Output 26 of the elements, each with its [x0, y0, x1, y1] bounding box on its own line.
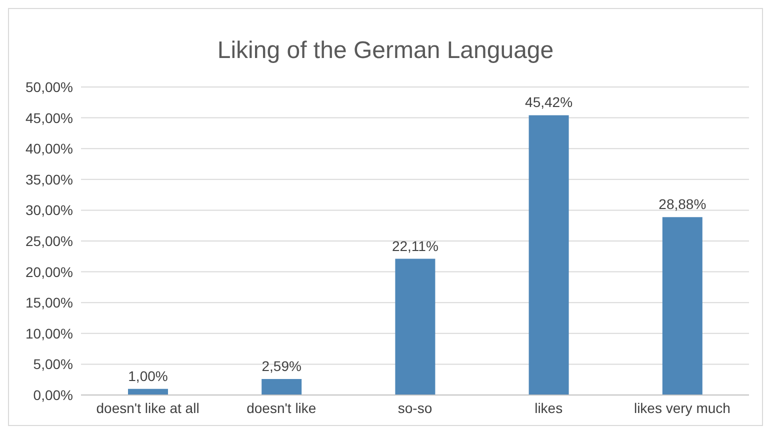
x-tick-label: doesn't like: [246, 400, 316, 416]
y-tick-label: 45,00%: [26, 110, 73, 126]
y-tick-label: 30,00%: [26, 202, 73, 218]
bar: [662, 217, 702, 395]
data-label: 22,11%: [392, 238, 438, 254]
y-tick-label: 20,00%: [26, 264, 73, 280]
x-tick-label: likes: [534, 400, 563, 416]
x-tick-label: likes very much: [634, 400, 730, 416]
y-tick-label: 35,00%: [26, 171, 73, 188]
data-label: 2,59%: [262, 358, 302, 374]
y-tick-label: 15,00%: [26, 294, 73, 311]
x-tick-label: so-so: [398, 400, 432, 416]
y-tick-label: 5,00%: [33, 356, 73, 372]
y-tick-label: 50,00%: [26, 78, 73, 95]
data-label: 28,88%: [658, 196, 706, 212]
chart-title: Liking of the German Language: [216, 36, 555, 66]
bar: [262, 379, 302, 395]
y-tick-label: 10,00%: [26, 325, 73, 342]
x-tick-label: doesn't like at all: [96, 400, 200, 416]
y-tick-label: 0,00%: [33, 386, 73, 403]
y-tick-label: 40,00%: [26, 140, 73, 157]
bar: [528, 115, 569, 395]
y-tick-label: 25,00%: [26, 232, 73, 249]
data-label: 1,00%: [128, 368, 168, 384]
data-label: 45,42%: [525, 94, 573, 110]
bar: [395, 258, 436, 395]
